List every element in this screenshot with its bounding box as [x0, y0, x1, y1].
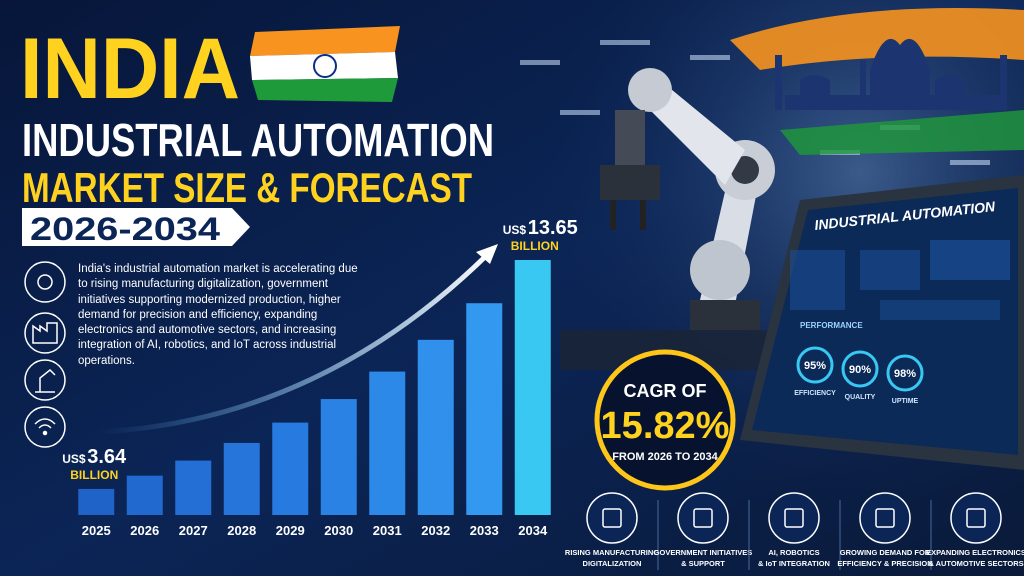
gauge-label: EFFICIENCY: [794, 390, 836, 397]
cagr-label: CAGR OF: [624, 381, 707, 401]
feature-icon: [586, 492, 638, 544]
growth-arrow: [99, 250, 492, 435]
feature-label: GOVERNMENT INITIATIVES: [654, 548, 753, 557]
value-label: 13.65: [528, 217, 578, 239]
x-tick-label: 2027: [179, 523, 208, 538]
feature-glyph: [875, 508, 895, 528]
feature-glyph: [693, 508, 713, 528]
bar: [223, 442, 260, 515]
feature-label: & AUTOMOTIVE SECTORS: [928, 559, 1023, 568]
feature-label: & SUPPORT: [681, 559, 725, 568]
title: INDIA: [20, 21, 240, 117]
feature-label: DIGITALIZATION: [583, 559, 642, 568]
flag: [250, 26, 400, 102]
cagr-ring: [594, 349, 736, 491]
bar: [272, 422, 309, 515]
value-unit-suffix: BILLION: [70, 468, 118, 482]
cagr-period: FROM 2026 TO 2034: [612, 451, 718, 463]
gauge-label: QUALITY: [845, 394, 876, 401]
flag-top: [730, 8, 1024, 70]
feature-icon: [859, 492, 911, 544]
feature-glyph: [602, 508, 622, 528]
x-tick-label: 2031: [373, 523, 402, 538]
feature-label: EXPANDING ELECTRONICS: [926, 548, 1024, 557]
x-tick-label: 2026: [130, 523, 159, 538]
x-tick-label: 2025: [82, 523, 111, 538]
gauge-value: 98%: [894, 368, 916, 380]
feature-glyph: [784, 508, 804, 528]
feature-icon: [677, 492, 729, 544]
x-tick-label: 2029: [276, 523, 305, 538]
gauge: [841, 350, 879, 388]
x-tick-label: 2032: [421, 523, 450, 538]
gauge-value: 90%: [849, 364, 871, 376]
tablet: [740, 175, 1024, 470]
bar: [417, 339, 454, 515]
feature-icon: [950, 492, 1002, 544]
feature-label: EFFICIENCY & PRECISION: [837, 559, 932, 568]
bar: [78, 488, 115, 515]
heading: MARKET SIZE & FORECAST: [22, 164, 472, 211]
feature-label: & IoT INTEGRATION: [758, 559, 830, 568]
flag-bottom: [780, 110, 1024, 155]
gauge-value: 95%: [804, 360, 826, 372]
value-unit-prefix: US$: [503, 223, 527, 237]
bar: [369, 371, 406, 515]
feature-label: AI, ROBOTICS: [768, 548, 819, 557]
arrow-head: [476, 244, 498, 264]
gauge: [796, 346, 834, 384]
feature-glyph: [966, 508, 986, 528]
cagr-value: 15.82%: [601, 405, 730, 447]
bar: [126, 475, 163, 515]
value-unit-prefix: US$: [62, 452, 86, 466]
x-tick-label: 2028: [227, 523, 256, 538]
left-icons: [24, 261, 66, 448]
bar: [466, 303, 503, 515]
dashboard-section: PERFORMANCE: [800, 321, 863, 330]
period-banner: [22, 208, 250, 246]
period: 2026-2034: [30, 211, 220, 247]
x-tick-label: 2034: [518, 523, 548, 538]
feature-icon: [768, 492, 820, 544]
subtitle: INDUSTRIAL AUTOMATION: [22, 114, 494, 166]
feature-label: RISING MANUFACTURING: [565, 548, 659, 557]
value-label: 3.64: [87, 446, 127, 468]
gauge: [886, 354, 924, 392]
bar: [320, 399, 357, 515]
monument: [775, 38, 1007, 110]
bar: [514, 260, 551, 515]
bar: [175, 460, 212, 515]
feature-label: GROWING DEMAND FOR: [840, 548, 931, 557]
value-unit-suffix: BILLION: [511, 239, 559, 253]
x-tick-label: 2030: [324, 523, 353, 538]
robot-arm: [560, 68, 780, 370]
x-tick-label: 2033: [470, 523, 499, 538]
gauge-label: UPTIME: [892, 398, 919, 405]
description: India's industrial automation market is …: [78, 263, 358, 367]
